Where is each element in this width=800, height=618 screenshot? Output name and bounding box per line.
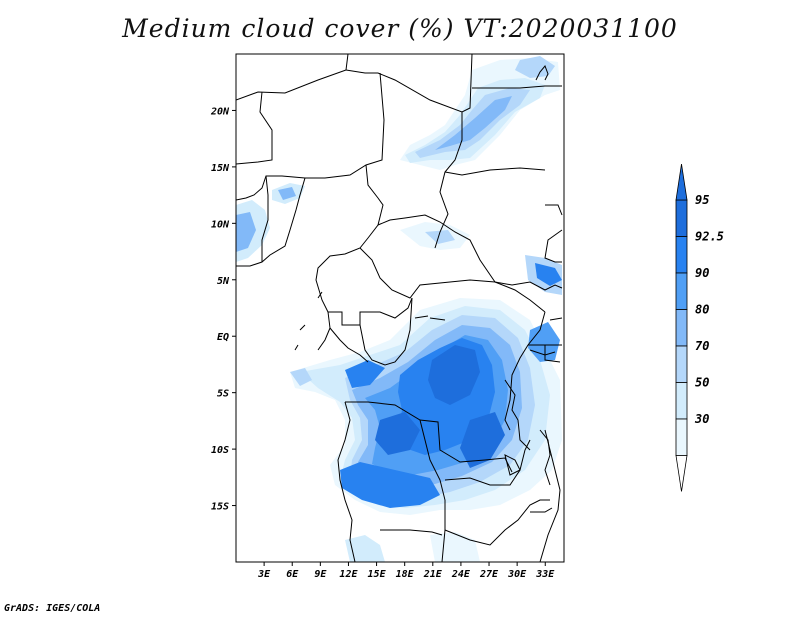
- border-sudan: [444, 167, 546, 176]
- border-drc-east: [504, 311, 546, 431]
- plot-frame: [235, 53, 565, 563]
- latitude-axis: 20N 15N 10N 5N EQ 5S 10S 15S: [210, 106, 236, 513]
- legend-level-label: 95: [695, 193, 709, 207]
- coast-gabon: [317, 311, 369, 363]
- border-namibia: [380, 529, 443, 536]
- lat-tick-label: 10S: [211, 445, 229, 456]
- border-uganda: [528, 344, 561, 363]
- lake-mweru: [504, 454, 521, 476]
- border-zimbabwe: [444, 499, 550, 546]
- lake-kariba: [530, 507, 553, 513]
- lon-tick-label: 33E: [535, 569, 555, 580]
- lon-tick-label: 30E: [507, 569, 527, 580]
- lon-tick-label: 6E: [286, 569, 299, 580]
- border-angola-drc: [345, 401, 513, 473]
- legend-bottom-arrow: [675, 455, 688, 492]
- lon-tick-label: 21E: [423, 569, 443, 580]
- border-libya: [345, 54, 473, 113]
- map-plot-area: 20N 15N 10N 5N EQ 5S 10S 15S 3E 6E 9E 12E 15E 18E 21E…: [210, 53, 565, 580]
- lon-tick-label: 15E: [368, 569, 387, 580]
- border-mali: [236, 91, 273, 165]
- border-benin: [261, 175, 269, 262]
- border-ethiopia: [545, 204, 563, 216]
- lon-tick-label: 18E: [396, 569, 415, 580]
- border-south-sudan-east: [544, 229, 563, 263]
- legend-swatch: [675, 345, 688, 383]
- lat-tick-label: 5N: [217, 276, 230, 287]
- cloud-patch-west-africa: [236, 183, 470, 262]
- page-title: Medium cloud cover (%) VT:2020031100: [122, 14, 678, 43]
- border-congo-drc: [359, 297, 413, 366]
- border-north-1: [236, 54, 349, 101]
- legend-level-label: 80: [695, 303, 709, 317]
- border-gabon-congo: [328, 297, 413, 326]
- lat-tick-label: 10N: [211, 219, 230, 230]
- cloud-patch-east: [525, 255, 562, 295]
- border-nigeria-west: [236, 177, 306, 267]
- lon-tick-label: 12E: [339, 569, 358, 580]
- grads-credit: GrADS: IGES/COLA: [4, 603, 101, 614]
- legend-top-arrow: [675, 163, 688, 201]
- country-borders: [236, 54, 563, 562]
- border-egypt-sudan: [472, 85, 562, 89]
- coast-angola: [337, 401, 356, 562]
- legend-swatch: [675, 236, 688, 274]
- lat-tick-label: 5S: [217, 389, 229, 400]
- border-zambia: [444, 439, 531, 486]
- legend-swatch: [675, 309, 688, 347]
- legend-swatch: [675, 418, 688, 456]
- lat-tick-label: 15S: [211, 502, 229, 513]
- color-legend: 95 92.5 90 80 70 50 30: [675, 163, 724, 492]
- border-car-south: [359, 247, 546, 313]
- lake-tanganyika: [504, 379, 531, 451]
- longitude-axis: 3E 6E 9E 12E 15E 18E 21E 24E 27E 30E 33E: [257, 562, 555, 580]
- lon-tick-label: 24E: [451, 569, 471, 580]
- legend-swatch: [675, 382, 688, 420]
- legend-level-label: 92.5: [695, 230, 724, 244]
- legend-level-label: 30: [694, 412, 709, 426]
- legend-swatch: [675, 272, 688, 310]
- cloud-cover-field: [236, 56, 562, 562]
- cloud-mass-central-africa: [290, 298, 562, 562]
- sinai-coast: [535, 65, 549, 81]
- border-south-sudan: [494, 281, 563, 291]
- legend-swatch: [675, 199, 688, 237]
- cloud-band-north: [400, 56, 560, 170]
- lat-tick-label: EQ: [217, 332, 229, 343]
- small-features: [294, 291, 446, 351]
- lake-victoria: [529, 317, 563, 356]
- lon-tick-label: 27E: [479, 569, 499, 580]
- border-chad-sudan: [434, 112, 463, 249]
- border-mozambique: [539, 429, 561, 562]
- lake-malawi: [539, 429, 551, 486]
- legend-level-label: 90: [695, 266, 709, 280]
- border-car-north: [377, 214, 496, 283]
- legend-level-label: 50: [695, 376, 709, 390]
- lat-tick-label: 20N: [210, 106, 230, 117]
- lon-tick-label: 9E: [314, 569, 327, 580]
- legend-level-label: 70: [695, 339, 709, 353]
- lat-tick-label: 15N: [211, 163, 230, 174]
- lon-tick-label: 3E: [257, 569, 271, 580]
